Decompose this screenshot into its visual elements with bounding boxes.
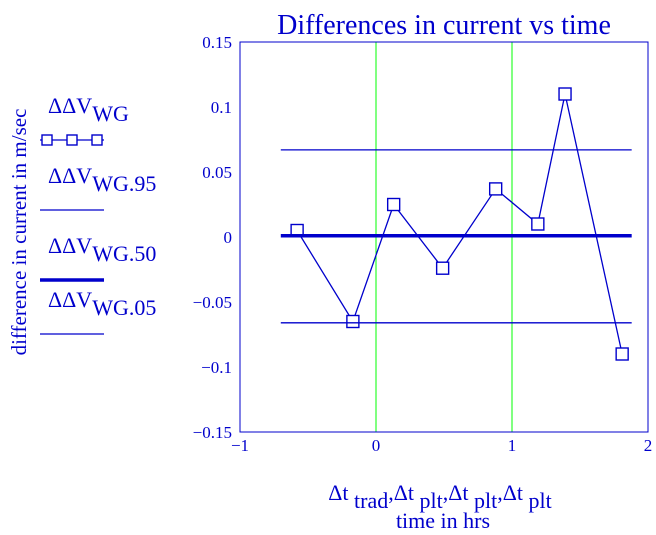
- chart-title: Differences in current vs time: [277, 10, 611, 41]
- data-point-marker: [346, 314, 360, 329]
- x-tick-label: 0: [372, 436, 381, 455]
- legend-marker: [91, 134, 103, 146]
- plot-frame: [239, 41, 649, 433]
- y-tick-label: −0.15: [193, 423, 232, 442]
- x-tick-label: −1: [231, 436, 249, 455]
- data-point-marker: [558, 87, 572, 101]
- legend-marker: [66, 134, 78, 146]
- tick-labels: 0.15 0.1 0.05 0 −0.05 −0.1 −0.15−1 0 1 2: [193, 33, 653, 455]
- data-point-marker: [615, 347, 629, 361]
- x-axis-label-units: time in hrs: [396, 508, 490, 533]
- y-tick-label: 0: [224, 228, 233, 247]
- legend-label-1: ΔΔVWG.95: [48, 163, 156, 196]
- x-tick-label: 1: [508, 436, 517, 455]
- y-tick-label: 0.15: [202, 33, 232, 52]
- x-tick-label: 2: [644, 436, 653, 455]
- legend-label-0: ΔΔVWG: [48, 93, 129, 126]
- data-point-marker: [488, 182, 503, 196]
- y-tick-label: −0.05: [193, 293, 232, 312]
- series-layer: [280, 87, 632, 361]
- legend-label-3: ΔΔVWG.05: [48, 287, 156, 320]
- x-axis-label: Δt trad,Δt plt,Δt plt,Δt plt: [328, 480, 551, 513]
- legend: ΔΔVWG ΔΔVWG.95 ΔΔVWG.50 ΔΔVWG.05: [40, 93, 156, 335]
- y-tick-label: −0.1: [201, 358, 232, 377]
- y-axis-label: difference in current in m/sec: [7, 109, 31, 356]
- y-tick-label: 0.05: [202, 163, 232, 182]
- series-line-0: [296, 93, 623, 355]
- legend-label-2: ΔΔVWG.50: [48, 233, 156, 266]
- data-point-marker: [386, 197, 401, 212]
- y-tick-label: 0.1: [211, 98, 232, 117]
- data-point-marker: [531, 217, 545, 231]
- data-point-marker: [435, 261, 450, 275]
- legend-marker: [41, 134, 53, 146]
